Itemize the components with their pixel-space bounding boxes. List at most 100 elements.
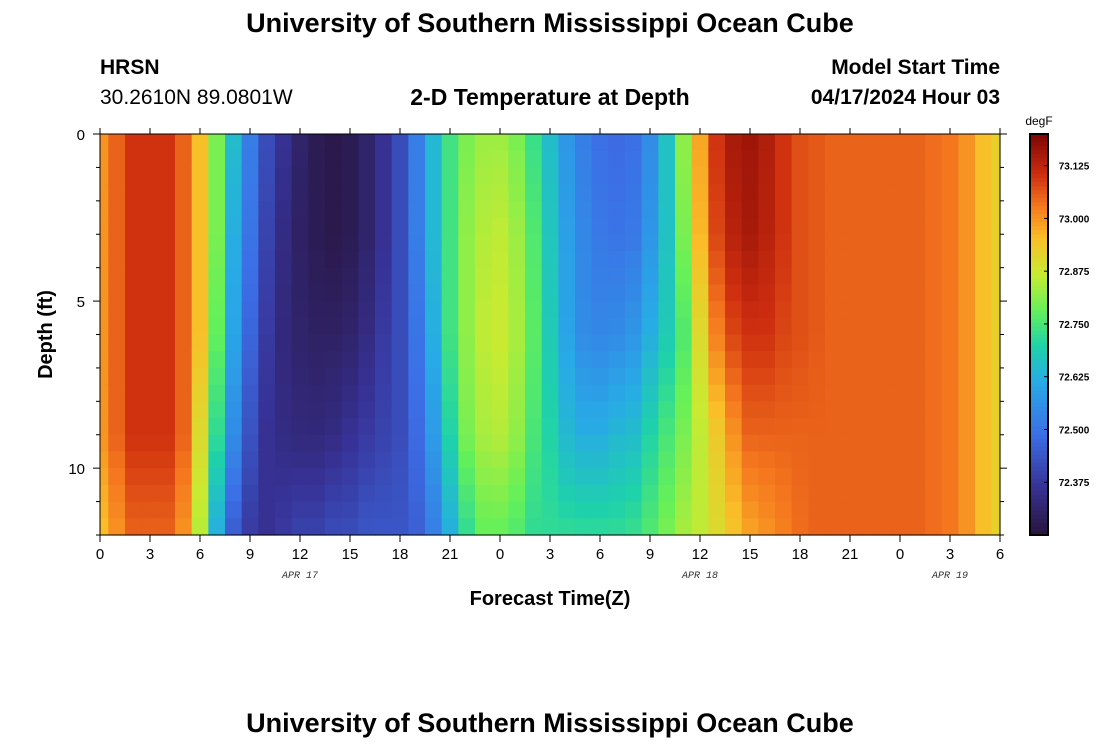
heatmap-cell: [808, 234, 826, 252]
heatmap-cell: [475, 418, 493, 436]
heatmap-cell: [675, 334, 693, 352]
footer-title: University of Southern Mississippi Ocean…: [246, 708, 854, 738]
heatmap-cell: [358, 384, 376, 402]
heatmap-cell: [158, 518, 176, 536]
heatmap-cell: [725, 217, 743, 235]
heatmap-cell: [608, 167, 626, 185]
heatmap-cell: [525, 401, 543, 419]
heatmap-cell: [858, 301, 876, 319]
heatmap-cell: [658, 418, 676, 436]
heatmap-cell: [658, 317, 676, 336]
heatmap-cell: [508, 167, 526, 185]
heatmap-cell: [808, 451, 826, 469]
heatmap-cell: [241, 217, 259, 235]
heatmap-cell: [425, 284, 443, 302]
heatmap-cell: [175, 484, 193, 503]
heatmap-cell: [575, 301, 593, 319]
colorbar-tick-label: 72.750: [1059, 320, 1090, 331]
heatmap-cell: [691, 501, 709, 519]
x-tick-label: 15: [742, 546, 759, 563]
heatmap-cell: [825, 334, 843, 352]
colorbar-swatch: [1030, 202, 1048, 207]
heatmap-cell: [491, 317, 509, 336]
heatmap-cell: [975, 167, 993, 185]
heatmap-cell: [625, 334, 643, 352]
heatmap-cell: [341, 418, 359, 436]
heatmap-cell: [325, 351, 343, 369]
heatmap-cell: [558, 351, 576, 369]
colorbar-swatch: [1030, 394, 1048, 400]
heatmap-cell: [708, 317, 726, 336]
heatmap-cell: [100, 167, 109, 185]
heatmap-cell: [858, 367, 876, 386]
heatmap-cell: [141, 284, 159, 302]
heatmap-cell: [441, 267, 459, 285]
heatmap-cell: [558, 451, 576, 469]
heatmap-cell: [225, 384, 243, 402]
heatmap-cell: [408, 150, 426, 169]
heatmap-cell: [708, 250, 726, 269]
heatmap-cell: [258, 250, 276, 269]
heatmap-cell: [658, 384, 676, 402]
y-tick-label: 5: [77, 294, 85, 311]
heatmap-cell: [808, 200, 826, 219]
heatmap-cell: [591, 401, 609, 419]
heatmap-cell: [100, 150, 109, 169]
heatmap-cell: [575, 217, 593, 235]
colorbar-swatch: [1030, 298, 1048, 304]
heatmap-cell: [908, 418, 926, 436]
heatmap-cell: [958, 351, 976, 369]
heatmap-cell: [558, 484, 576, 503]
heatmap-cell: [408, 334, 426, 352]
heatmap-cell: [725, 334, 743, 352]
heatmap-cell: [358, 184, 376, 202]
heatmap-cell: [158, 418, 176, 436]
colorbar-swatch: [1030, 370, 1048, 376]
heatmap-cell: [791, 167, 809, 185]
heatmap-cell: [908, 167, 926, 185]
heatmap-cell: [758, 234, 776, 252]
heatmap-cell: [391, 451, 409, 469]
heatmap-cell: [641, 317, 659, 336]
heatmap-cell: [991, 451, 1001, 469]
heatmap-cell: [841, 217, 859, 235]
heatmap-cell: [575, 484, 593, 503]
heatmap-cell: [425, 518, 443, 536]
heatmap-cell: [908, 150, 926, 169]
heatmap-cell: [475, 234, 493, 252]
heatmap-cell: [275, 184, 293, 202]
heatmap-cell: [158, 317, 176, 336]
heatmap-cell: [875, 200, 893, 219]
heatmap-cell: [941, 134, 959, 152]
heatmap-cell: [558, 234, 576, 252]
heatmap-cell: [325, 401, 343, 419]
heatmap-cell: [858, 317, 876, 336]
heatmap-cell: [575, 200, 593, 219]
heatmap-cell: [991, 401, 1001, 419]
heatmap-cell: [825, 501, 843, 519]
heatmap-cell: [275, 167, 293, 185]
heatmap-cell: [158, 401, 176, 419]
x-tick-label: 9: [246, 546, 254, 563]
heatmap-cell: [408, 484, 426, 503]
colorbar-swatch: [1030, 514, 1048, 520]
heatmap-cell: [341, 501, 359, 519]
heatmap-cell: [458, 484, 476, 503]
heatmap-cell: [191, 468, 209, 486]
heatmap-cell: [825, 401, 843, 419]
heatmap-cell: [441, 301, 459, 319]
heatmap-cell: [508, 367, 526, 386]
heatmap-cell: [958, 418, 976, 436]
heatmap-cell: [741, 501, 759, 519]
heatmap-cell: [825, 384, 843, 402]
heatmap-cell: [941, 468, 959, 486]
heatmap-cell: [508, 334, 526, 352]
heatmap-cell: [808, 367, 826, 386]
colorbar: 72.375 72.500 72.625 72.750 72.875 73.000 73.1…: [1029, 133, 1090, 536]
heatmap-cell: [891, 267, 909, 285]
heatmap-cell: [141, 200, 159, 219]
heatmap-cell: [100, 267, 109, 285]
heatmap-cell: [675, 267, 693, 285]
heatmap-cell: [658, 501, 676, 519]
heatmap-cell: [108, 484, 126, 503]
